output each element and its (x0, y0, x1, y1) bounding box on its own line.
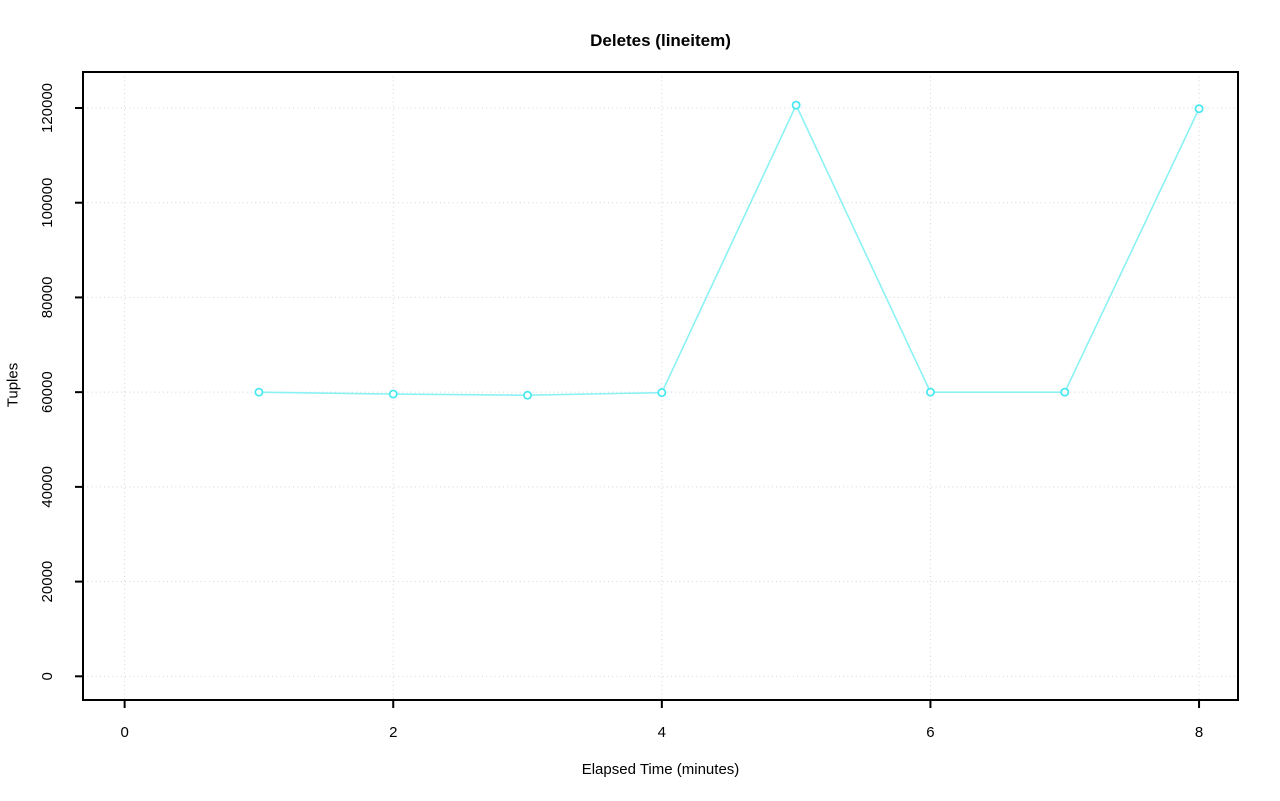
data-point (523, 390, 532, 400)
y-tick-label: 40000 (39, 466, 56, 508)
data-point (388, 389, 398, 399)
data-point (657, 388, 667, 398)
plot-border (82, 71, 1239, 701)
y-tick-label: 0 (39, 672, 56, 680)
chart-title: Deletes (lineitem) (590, 31, 731, 50)
y-tick-label: 20000 (39, 561, 56, 603)
x-axis-label: Elapsed Time (minutes) (581, 761, 740, 778)
y-tick-label: 60000 (39, 371, 56, 413)
series-line (258, 104, 1200, 397)
y-tick-label: 120000 (39, 83, 56, 133)
x-tick-label: 8 (1195, 724, 1203, 741)
x-tick-label: 6 (926, 724, 934, 741)
y-tick-label: 80000 (39, 277, 56, 319)
data-point (254, 387, 264, 397)
y-tick-label: 100000 (39, 178, 56, 228)
x-tick-label: 4 (658, 724, 666, 741)
data-point (925, 387, 935, 397)
data-point (1194, 104, 1204, 114)
x-tick-label: 2 (389, 724, 397, 741)
data-point (1060, 387, 1070, 397)
x-tick-label: 0 (120, 724, 128, 741)
data-point (791, 100, 801, 110)
